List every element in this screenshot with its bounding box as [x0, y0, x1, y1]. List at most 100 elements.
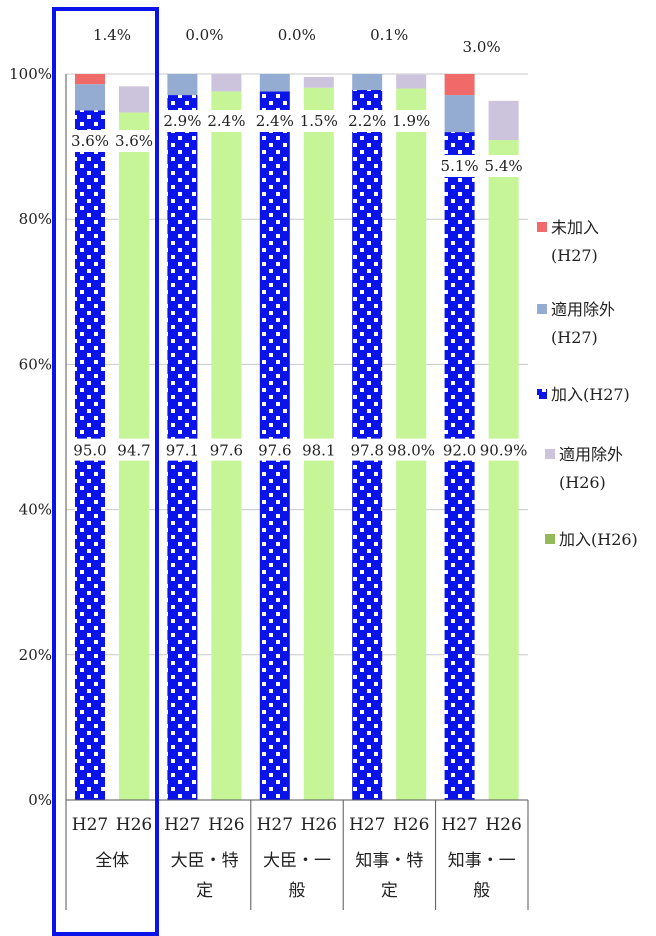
data-label-mikanyu: 0.1% [370, 26, 408, 44]
data-label-kanyu: 97.8 [350, 442, 383, 460]
bar-mikanyu-h27 [444, 74, 475, 96]
legend-swatch [537, 304, 547, 314]
data-label-tekiyo: 5.1% [441, 157, 479, 175]
y-tick-label: 0% [28, 791, 52, 809]
data-label-bg [206, 438, 247, 461]
group-label: 知事・一 [448, 851, 516, 871]
x-tick-label: H26 [208, 815, 244, 835]
data-label-tekiyo: 1.5% [300, 112, 338, 130]
legend-label: (H26) [559, 473, 606, 492]
data-label-kanyu: 97.6 [258, 442, 291, 460]
data-label-kanyu: 97.6 [210, 442, 243, 460]
legend-label: (H27) [551, 328, 598, 347]
y-tick-label: 20% [19, 646, 52, 664]
x-tick-label: H27 [349, 815, 385, 835]
data-label-mikanyu: 3.0% [463, 38, 501, 56]
legend-label: 未加入 [551, 218, 599, 237]
group-label: 定 [381, 881, 398, 901]
data-label-bg [206, 110, 247, 132]
group-label: 大臣・一 [263, 851, 331, 871]
legend-swatch [545, 449, 555, 459]
data-label-bg [347, 438, 388, 461]
data-label-mikanyu: 1.4% [93, 26, 131, 44]
data-label-tekiyo: 2.4% [256, 112, 294, 130]
data-label-bg [439, 155, 480, 177]
group-label: 般 [289, 881, 306, 901]
legend-label: (H27) [551, 246, 598, 265]
data-label-bg [391, 110, 432, 132]
data-label-bg [254, 110, 295, 132]
x-tick-label: H27 [441, 815, 477, 835]
data-labels: 95.0 3.6% 1.4% 94.7 3.6% 97.1 2.9% 0.0% 97.6 2.4%… [70, 26, 528, 461]
legend-swatch [545, 534, 555, 544]
data-label-tekiyo: 2.2% [348, 112, 386, 130]
group-label: 大臣・特 [171, 851, 239, 871]
x-tick-label: H26 [116, 815, 152, 835]
bar-tekiyo-h27 [444, 95, 475, 133]
bar-tekiyo-h27 [167, 74, 198, 96]
y-tick-label: 100% [9, 65, 52, 83]
bar-tekiyo-h26 [396, 74, 427, 89]
data-label-kanyu: 97.1 [166, 442, 199, 460]
data-label-kanyu: 92.0 [443, 442, 476, 460]
group-label: 般 [473, 881, 490, 901]
x-tick-label: H27 [164, 815, 200, 835]
data-label-kanyu: 95.0 [73, 442, 106, 460]
data-label-bg [298, 110, 339, 132]
data-label-bg [298, 438, 339, 461]
x-tick-label: H26 [301, 815, 337, 835]
bar-mikanyu-h27 [75, 74, 105, 85]
y-axis: 0% 20% 40% 60% 80% 100% [9, 65, 67, 809]
x-tick-label: H27 [257, 815, 293, 835]
bar-tekiyo-h27 [352, 74, 383, 90]
bar-kanyu-h26 [488, 140, 519, 801]
legend: 未加入 (H27) 適用除外 (H27) 加入(H27) 適用除外 (H26) 加入(H26) [537, 218, 638, 549]
x-tick-label: H26 [485, 815, 521, 835]
bar-tekiyo-h26 [303, 76, 334, 88]
x-axis: H27 H26 H27 H26 H27 H26 H27 H26 H27 H26 全体 大臣・特定 大臣・… [65, 799, 529, 910]
y-tick-label: 60% [19, 355, 52, 373]
data-label-bg [70, 130, 110, 152]
data-label-tekiyo: 2.9% [163, 112, 201, 130]
data-label-bg [386, 438, 436, 461]
data-label-tekiyo: 3.6% [115, 132, 153, 150]
data-label-bg [254, 438, 295, 461]
x-tick-label: H27 [72, 815, 108, 835]
legend-label: 加入(H26) [559, 530, 638, 549]
y-tick-label: 40% [19, 501, 52, 519]
data-label-kanyu: 94.7 [117, 442, 150, 460]
group-label: 定 [196, 881, 213, 901]
group-label: 知事・特 [355, 851, 423, 871]
data-label-mikanyu: 0.0% [278, 26, 316, 44]
bar-tekiyo-h26 [119, 86, 149, 113]
legend-label: 加入(H27) [551, 385, 630, 404]
bar-tekiyo-h26 [211, 74, 242, 92]
data-label-mikanyu: 0.0% [185, 26, 223, 44]
data-label-tekiyo: 5.4% [485, 157, 523, 175]
data-label-bg [347, 110, 388, 132]
highlight-box-all [52, 7, 159, 936]
data-label-bg [162, 110, 203, 132]
bar-tekiyo-h27 [259, 74, 290, 92]
y-tick-label: 80% [19, 210, 52, 228]
data-label-bg [70, 438, 110, 461]
data-label-bg [439, 438, 480, 461]
data-label-kanyu: 98.1 [302, 442, 335, 460]
data-label-bg [483, 155, 524, 177]
group-label: 全体 [95, 851, 129, 871]
data-label-tekiyo: 3.6% [71, 132, 109, 150]
x-tick-label: H26 [393, 815, 429, 835]
data-label-bg [479, 438, 528, 461]
data-label-bg [114, 438, 154, 461]
data-label-kanyu: 98.0% [387, 442, 435, 460]
legend-swatch [537, 222, 547, 232]
data-label-bg [162, 438, 203, 461]
legend-label: 適用除外 [551, 300, 615, 319]
data-label-tekiyo: 1.9% [392, 112, 430, 130]
bar-tekiyo-h26 [488, 100, 519, 141]
bar-kanyu-h27 [444, 132, 475, 800]
legend-label: 適用除外 [559, 445, 623, 464]
bar-tekiyo-h27 [75, 84, 105, 111]
bars [75, 74, 519, 801]
